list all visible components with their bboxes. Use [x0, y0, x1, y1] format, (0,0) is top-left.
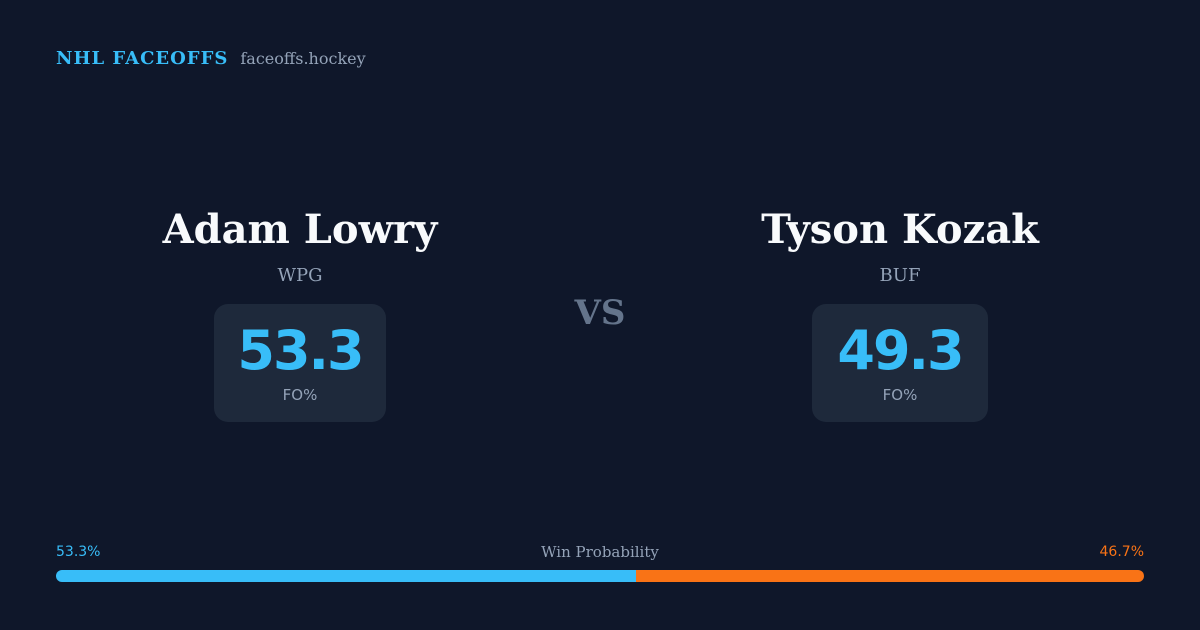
player-left: Adam Lowry WPG 53.3 FO%: [90, 204, 510, 422]
player-right-team: BUF: [879, 265, 921, 286]
player-right-stat-value: 49.3: [837, 319, 964, 382]
player-left-team: WPG: [277, 265, 323, 286]
vs-label: VS: [574, 293, 626, 333]
player-right-stat-card: 49.3 FO%: [812, 304, 988, 422]
brand-name: NHL FACEOFFS: [56, 48, 229, 69]
win-probability-right-label: 46.7%: [1099, 544, 1144, 560]
player-left-name: Adam Lowry: [162, 206, 438, 253]
win-probability-bar: [56, 570, 1144, 582]
win-probability-fill-left: [56, 570, 636, 582]
player-left-stat-label: FO%: [282, 386, 318, 404]
win-probability-fill-right: [635, 570, 1144, 582]
win-probability-left-label: 53.3%: [56, 544, 101, 560]
brand-header: NHL FACEOFFS faceoffs.hockey: [56, 48, 366, 69]
player-right: Tyson Kozak BUF 49.3 FO%: [690, 204, 1110, 422]
player-left-stat-card: 53.3 FO%: [214, 304, 386, 422]
player-right-stat-label: FO%: [882, 386, 918, 404]
win-probability-title: Win Probability: [541, 543, 659, 561]
brand-site: faceoffs.hockey: [240, 49, 366, 68]
player-left-stat-value: 53.3: [237, 319, 364, 382]
player-right-name: Tyson Kozak: [761, 206, 1039, 253]
